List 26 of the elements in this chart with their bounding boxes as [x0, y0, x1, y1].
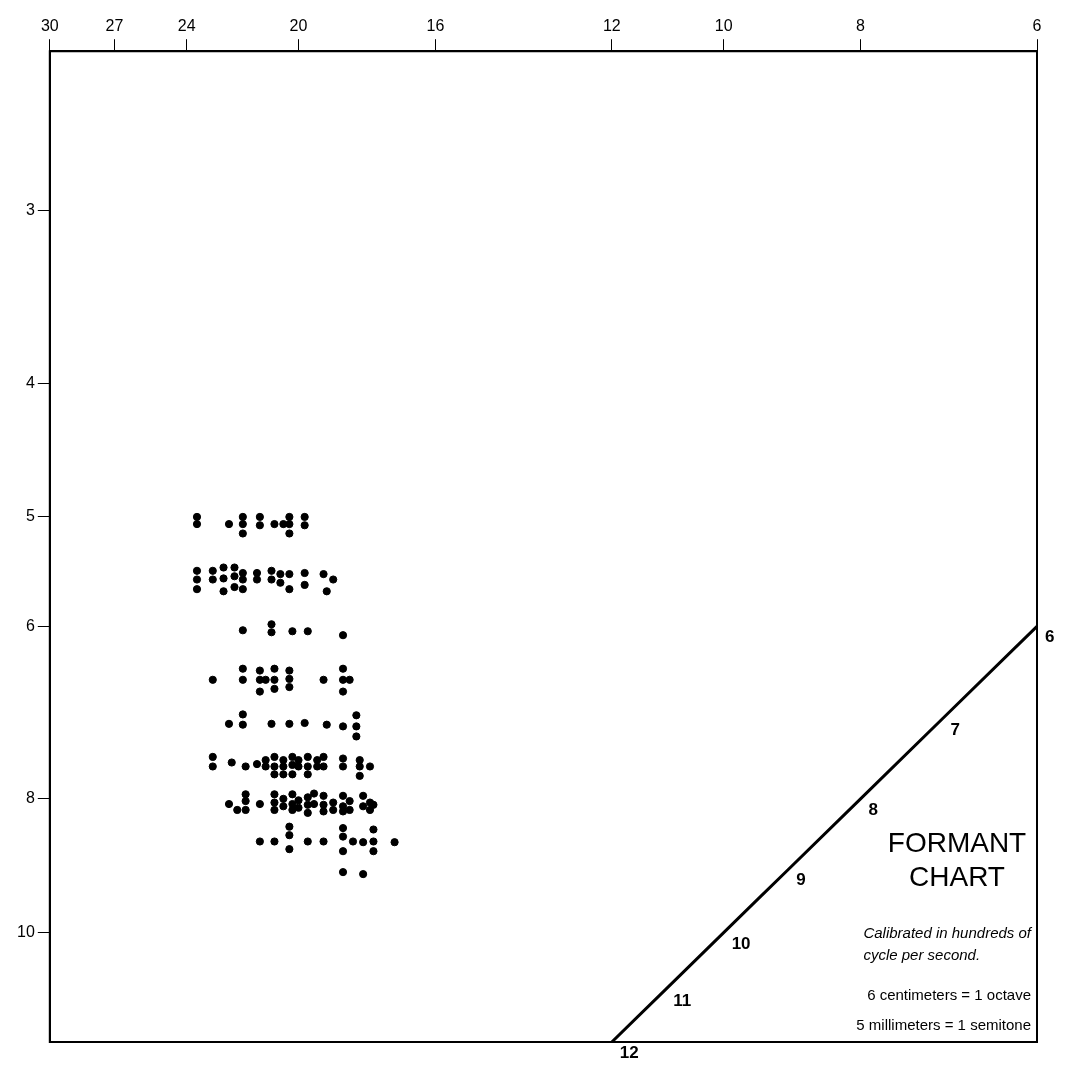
annotation: Calibrated in hundreds of cycle per second.: [863, 924, 1033, 964]
x-tick-label: 6: [1032, 17, 1042, 35]
y-tick-label: 6: [25, 616, 35, 634]
data-label: 9: [796, 870, 806, 890]
text: FORMANT CHART: [887, 826, 1027, 892]
x-tick-label: 16: [426, 17, 445, 35]
y-tick-label: 3: [25, 200, 35, 218]
data-label: 6: [1045, 627, 1055, 647]
x-tick-label: 30: [40, 17, 59, 35]
annotation: 6 centimeters = 1 octave: [867, 985, 1031, 1003]
data-label: 7: [950, 719, 960, 739]
y-tick-label: 5: [25, 507, 35, 525]
y-tick-label: 8: [25, 789, 35, 807]
x-tick-label: 20: [289, 17, 308, 35]
x-tick-label: 10: [714, 17, 733, 35]
y-tick-label: 10: [17, 923, 35, 941]
x-tick-label: 12: [602, 17, 621, 35]
data-label: 12: [619, 1043, 639, 1062]
x-tick-label: 8: [856, 17, 866, 35]
x-tick-label: 27: [105, 17, 124, 35]
y-tick-label: 4: [25, 373, 35, 391]
data-label: 11: [673, 990, 692, 1010]
data-label: 10: [731, 933, 751, 953]
annotation: 5 millimeters = 1 semitone: [856, 1015, 1031, 1033]
data-label: 8: [868, 799, 879, 819]
x-tick-label: 24: [177, 17, 196, 35]
